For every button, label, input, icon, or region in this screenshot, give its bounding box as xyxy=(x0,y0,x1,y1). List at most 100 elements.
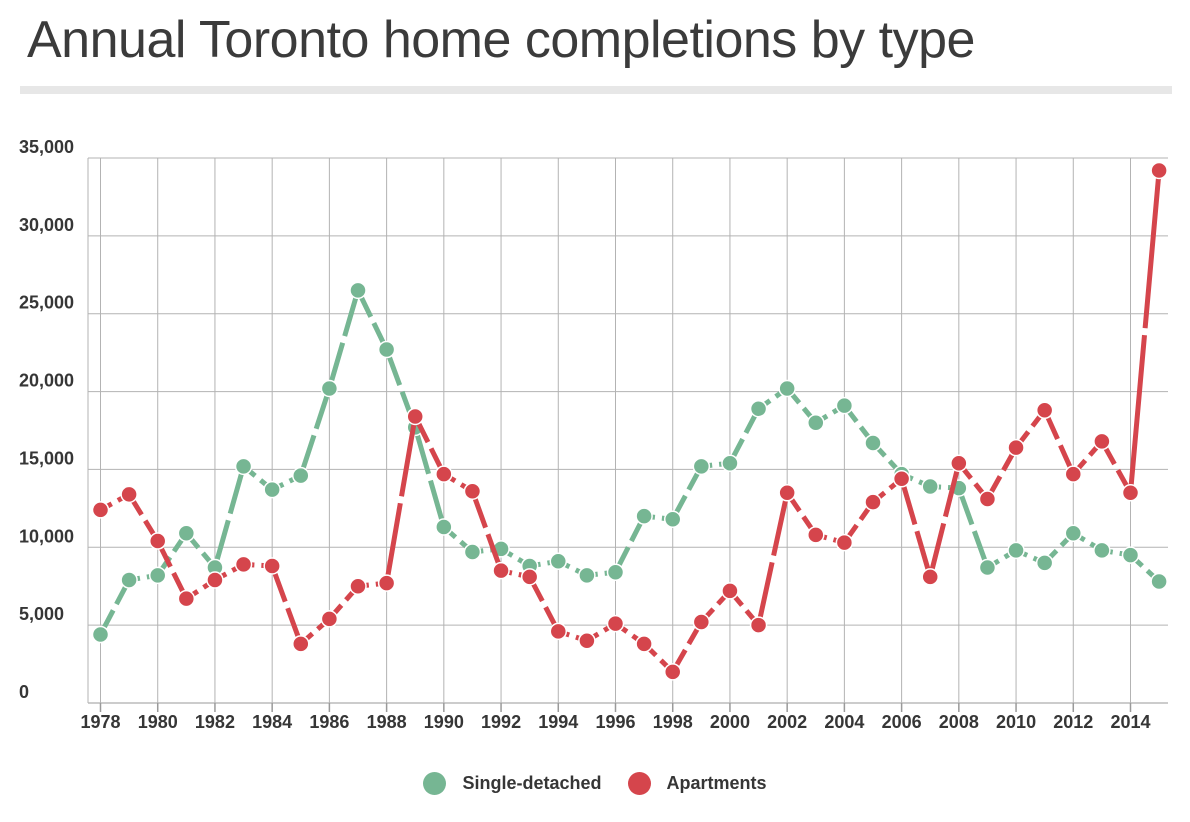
data-point-single-detached xyxy=(778,379,796,398)
series-segment-apartments xyxy=(927,462,962,578)
data-point-apartments xyxy=(921,568,939,586)
data-point-single-detached xyxy=(549,552,568,571)
x-axis-tick-label: 2014 xyxy=(1110,712,1150,732)
data-point-single-detached xyxy=(377,340,396,359)
series-segment-single-detached xyxy=(326,289,361,390)
data-point-apartments xyxy=(1093,432,1111,451)
data-point-single-detached xyxy=(263,480,281,499)
page-title: Annual Toronto home completions by type xyxy=(27,11,975,69)
y-axis-tick-label: 25,000 xyxy=(19,293,74,313)
series-segment-single-detached xyxy=(98,578,132,636)
data-point-apartments xyxy=(835,533,854,552)
data-point-single-detached xyxy=(578,566,596,585)
data-point-apartments xyxy=(349,577,367,595)
data-point-single-detached xyxy=(120,571,138,589)
series-segment-apartments xyxy=(1042,409,1076,476)
series-segment-apartments xyxy=(384,416,418,584)
data-point-apartments xyxy=(406,407,424,426)
x-axis-tick-label: 1982 xyxy=(195,712,235,732)
data-point-apartments xyxy=(1007,438,1025,457)
chart-legend: Single-detached Apartments xyxy=(0,772,1190,795)
data-point-single-detached xyxy=(635,507,653,525)
data-point-apartments xyxy=(549,622,568,641)
data-point-single-detached xyxy=(463,543,482,561)
chart-canvas: 0 5,000 10,000 15,000 20,000 25,000 30,000 35,0… xyxy=(0,137,1190,760)
y-axis-tick-label: 15,000 xyxy=(19,448,74,468)
data-point-single-detached xyxy=(1007,541,1025,560)
data-point-apartments xyxy=(120,485,138,504)
data-point-single-detached xyxy=(835,396,854,415)
data-point-apartments xyxy=(807,526,825,544)
x-axis-tick-label: 2008 xyxy=(939,712,979,732)
data-point-apartments xyxy=(778,484,796,502)
data-point-apartments xyxy=(91,501,110,519)
data-point-single-detached xyxy=(1035,554,1054,572)
data-point-single-detached xyxy=(177,524,196,543)
x-axis-tick-label: 1998 xyxy=(653,712,693,732)
x-axis-tick-label: 2002 xyxy=(767,712,807,732)
single-detached-dot-icon xyxy=(423,772,447,795)
title-divider xyxy=(20,86,1172,94)
series-segment-apartments xyxy=(756,492,790,626)
data-point-single-detached xyxy=(1150,572,1168,591)
y-axis-tick-label: 20,000 xyxy=(19,371,74,391)
data-point-single-detached xyxy=(721,454,739,472)
legend-item-single-detached: Single-detached xyxy=(423,772,602,795)
data-point-single-detached xyxy=(807,413,825,432)
data-point-apartments xyxy=(520,568,539,586)
data-point-single-detached xyxy=(1121,546,1140,564)
data-point-apartments xyxy=(1064,465,1083,483)
data-point-apartments xyxy=(606,614,625,633)
x-axis-tick-label: 1994 xyxy=(538,712,578,732)
data-point-apartments xyxy=(692,613,711,631)
apartments-dot-icon xyxy=(627,772,651,795)
y-axis-tick-label: 5,000 xyxy=(19,604,64,624)
series-segment-apartments xyxy=(412,415,447,476)
data-point-single-detached xyxy=(349,281,367,300)
series-segment-apartments xyxy=(670,620,704,674)
data-point-apartments xyxy=(578,631,596,650)
data-point-apartments xyxy=(635,635,653,653)
x-axis-tick-label: 1996 xyxy=(595,712,635,732)
series-segment-apartments xyxy=(899,478,933,578)
series-segment-apartments xyxy=(470,490,504,572)
data-point-single-detached xyxy=(1093,541,1111,560)
series-segment-single-detached xyxy=(670,465,704,521)
data-point-apartments xyxy=(177,589,196,608)
data-point-single-detached xyxy=(234,457,253,476)
data-point-apartments xyxy=(148,532,167,550)
x-axis-tick-label: 1986 xyxy=(309,712,349,732)
x-axis-tick-label: 1988 xyxy=(367,712,407,732)
x-axis-tick-label: 2006 xyxy=(882,712,922,732)
y-axis-tick-label: 10,000 xyxy=(19,526,74,546)
x-axis-tick-label: 1984 xyxy=(252,712,292,732)
data-point-single-detached xyxy=(292,466,310,485)
data-point-single-detached xyxy=(749,399,768,418)
x-axis-tick-label: 2012 xyxy=(1053,712,1093,732)
data-point-single-detached xyxy=(91,625,110,644)
data-point-apartments xyxy=(892,470,911,488)
series-segment-single-detached xyxy=(298,387,332,477)
data-point-apartments xyxy=(663,663,682,681)
data-point-apartments xyxy=(263,557,281,575)
line-chart: 0 5,000 10,000 15,000 20,000 25,000 30,000 35,0… xyxy=(19,137,1168,732)
data-point-single-detached xyxy=(148,566,167,585)
data-point-single-detached xyxy=(1064,524,1083,543)
data-point-apartments xyxy=(234,555,253,574)
data-point-single-detached xyxy=(978,558,997,577)
data-point-apartments xyxy=(292,635,310,653)
x-axis-tick-label: 1980 xyxy=(138,712,178,732)
y-axis-tick-label: 35,000 xyxy=(19,140,74,157)
x-axis-tick-label: 1978 xyxy=(80,712,120,732)
series-segment-apartments xyxy=(1128,170,1162,494)
series-segment-apartments xyxy=(126,493,160,543)
data-point-single-detached xyxy=(663,510,682,529)
series-segment-single-detached xyxy=(412,426,447,528)
data-point-single-detached xyxy=(320,379,339,398)
data-point-apartments xyxy=(978,490,997,508)
series-segment-single-detached xyxy=(613,515,647,574)
y-axis-tick-label: 0 xyxy=(19,682,29,702)
data-point-apartments xyxy=(320,610,339,628)
data-point-apartments xyxy=(435,465,453,483)
